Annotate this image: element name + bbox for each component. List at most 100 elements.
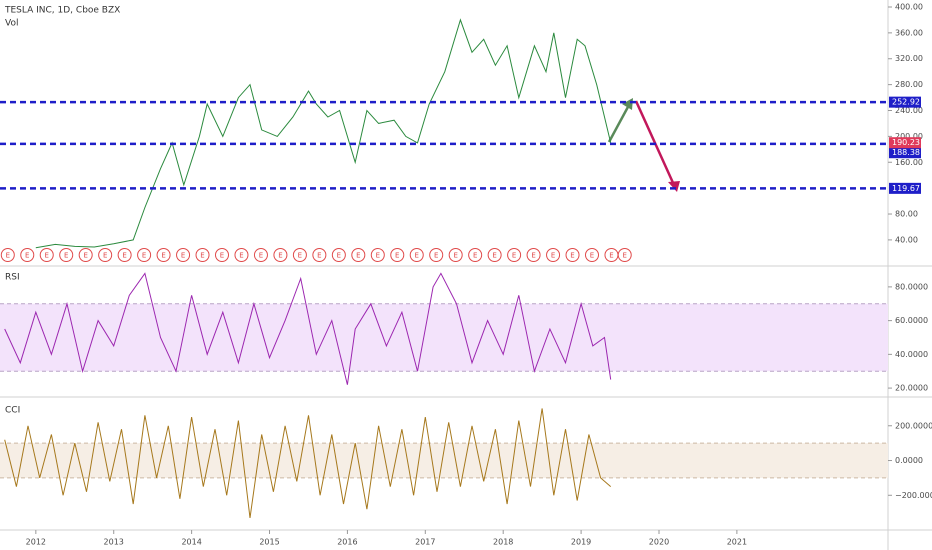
earnings-marker: E bbox=[156, 248, 171, 262]
earnings-marker: E bbox=[253, 248, 268, 262]
earnings-letter: E bbox=[609, 252, 613, 260]
earnings-circle bbox=[468, 248, 483, 262]
earnings-letter: E bbox=[142, 252, 146, 260]
earnings-marker: E bbox=[215, 248, 229, 262]
y-tick-label: 40.00 bbox=[895, 235, 918, 244]
earnings-letter: E bbox=[570, 252, 574, 260]
cci-line bbox=[4, 408, 612, 518]
earnings-circle bbox=[507, 248, 522, 262]
rsi-line bbox=[4, 272, 612, 385]
y-tick-label: 80.00 bbox=[895, 210, 918, 219]
earnings-letter: E bbox=[181, 252, 185, 260]
earnings-letter: E bbox=[103, 252, 107, 260]
price-line bbox=[35, 18, 612, 249]
earnings-marker: E bbox=[526, 248, 541, 262]
y-tick-label: 0.0000 bbox=[895, 456, 923, 465]
earnings-circle bbox=[617, 248, 632, 262]
earnings-letter: E bbox=[6, 252, 10, 260]
rsi-band bbox=[0, 303, 888, 372]
earnings-circle bbox=[273, 248, 288, 262]
x-tick-label: 2018 bbox=[493, 538, 513, 547]
earnings-marker: E bbox=[351, 248, 366, 262]
earnings-circle bbox=[565, 248, 580, 262]
earnings-marker: E bbox=[429, 248, 444, 262]
y-tick-label: 240.00 bbox=[895, 106, 923, 115]
up-arrow bbox=[607, 104, 631, 143]
y-tick-label: 200.00 bbox=[895, 132, 923, 141]
y-tick-label: 60.0000 bbox=[895, 316, 928, 325]
earnings-circle bbox=[0, 248, 15, 262]
earnings-circle bbox=[546, 248, 561, 262]
y-tick-label: 280.00 bbox=[895, 80, 923, 89]
earnings-marker: E bbox=[585, 248, 599, 262]
earnings-marker: E bbox=[409, 248, 424, 262]
earnings-letter: E bbox=[551, 252, 555, 260]
cci-label: CCI bbox=[5, 406, 20, 416]
earnings-letter: E bbox=[239, 252, 243, 260]
level-price-label: 188.38 bbox=[892, 148, 920, 157]
earnings-letter: E bbox=[83, 252, 87, 260]
earnings-circle bbox=[176, 248, 191, 262]
earnings-marker: E bbox=[507, 248, 522, 262]
x-tick-label: 2014 bbox=[181, 538, 201, 547]
earnings-marker: E bbox=[331, 248, 346, 262]
earnings-marker: E bbox=[370, 248, 385, 262]
earnings-circle bbox=[429, 248, 444, 262]
earnings-marker: E bbox=[0, 248, 15, 262]
earnings-marker: E bbox=[195, 248, 210, 262]
x-tick-label: 2017 bbox=[415, 538, 435, 547]
earnings-letter: E bbox=[298, 252, 302, 260]
y-tick-label: 160.00 bbox=[895, 158, 923, 167]
y-tick-label: 200.0000 bbox=[895, 421, 932, 430]
earnings-letter: E bbox=[453, 252, 457, 260]
x-tick-label: 2012 bbox=[26, 538, 46, 547]
earnings-marker: E bbox=[59, 248, 74, 262]
earnings-marker: E bbox=[137, 248, 152, 262]
earnings-marker: E bbox=[20, 248, 35, 262]
level-price-label-bg bbox=[889, 147, 921, 159]
earnings-letter: E bbox=[531, 252, 535, 260]
earnings-marker: E bbox=[292, 248, 307, 262]
level-price-label: 252.92 bbox=[892, 98, 920, 107]
x-tick-label: 2020 bbox=[649, 538, 669, 547]
level-price-label-bg bbox=[889, 182, 921, 194]
chart-title: TESLA INC, 1D, Cboe BZX bbox=[4, 6, 120, 16]
earnings-circle bbox=[526, 248, 541, 262]
earnings-marker: E bbox=[176, 248, 191, 262]
earnings-letter: E bbox=[200, 252, 204, 260]
down-arrow-head bbox=[668, 181, 680, 192]
x-tick-label: 2021 bbox=[727, 538, 747, 547]
earnings-letter: E bbox=[415, 252, 419, 260]
level-price-label: 119.67 bbox=[892, 184, 920, 193]
last-price-label: 190.23 bbox=[892, 138, 920, 147]
earnings-letter: E bbox=[317, 252, 321, 260]
earnings-letter: E bbox=[492, 252, 496, 260]
earnings-letter: E bbox=[395, 252, 399, 260]
earnings-circle bbox=[312, 248, 327, 262]
earnings-marker: E bbox=[448, 248, 463, 262]
earnings-circle bbox=[409, 248, 424, 262]
earnings-circle bbox=[390, 248, 405, 262]
level-price-label-bg bbox=[889, 96, 921, 108]
earnings-marker: E bbox=[78, 248, 93, 262]
earnings-letter: E bbox=[622, 252, 626, 260]
y-tick-label: 40.0000 bbox=[895, 350, 928, 359]
earnings-letter: E bbox=[259, 252, 263, 260]
earnings-circle bbox=[215, 248, 229, 262]
earnings-circle bbox=[117, 248, 132, 262]
earnings-marker: E bbox=[604, 248, 619, 262]
earnings-letter: E bbox=[512, 252, 516, 260]
x-tick-label: 2013 bbox=[104, 538, 124, 547]
earnings-circle bbox=[585, 248, 599, 262]
earnings-circle bbox=[370, 248, 385, 262]
earnings-circle bbox=[234, 248, 249, 262]
earnings-letter: E bbox=[356, 252, 360, 260]
earnings-marker: E bbox=[617, 248, 632, 262]
earnings-marker: E bbox=[468, 248, 483, 262]
earnings-marker: E bbox=[39, 248, 54, 262]
earnings-letter: E bbox=[161, 252, 165, 260]
earnings-letter: E bbox=[122, 252, 126, 260]
earnings-circle bbox=[78, 248, 93, 262]
x-tick-label: 2016 bbox=[337, 538, 357, 547]
